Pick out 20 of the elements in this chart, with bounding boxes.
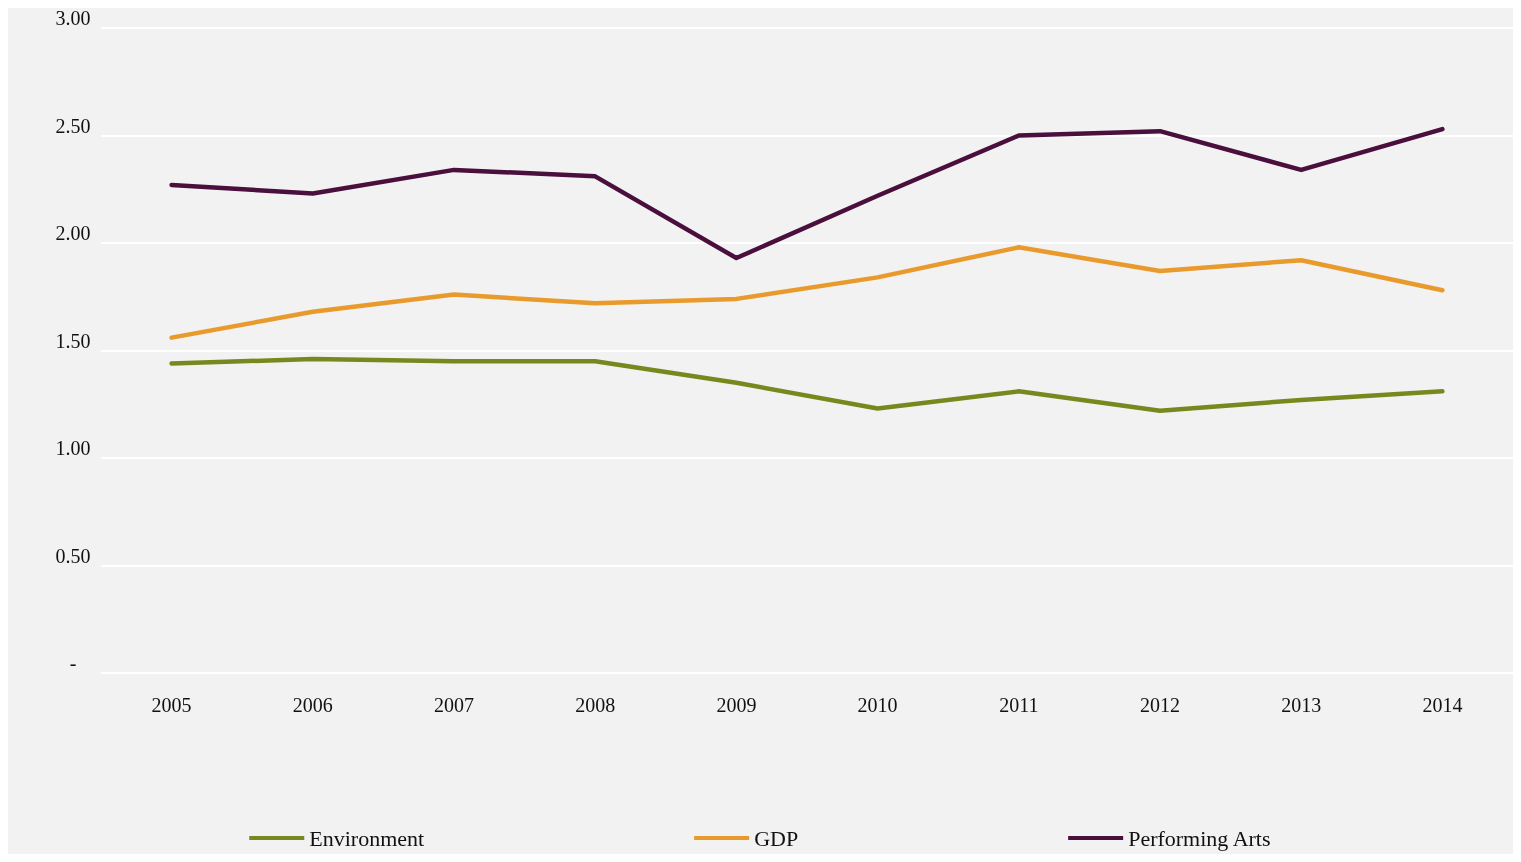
y-tick-label: 3.00	[55, 7, 91, 29]
x-tick-label: 2009	[716, 694, 757, 716]
legend-label: Environment	[309, 825, 425, 851]
x-tick-label: 2006	[292, 694, 333, 716]
legend-label: GDP	[754, 825, 799, 851]
x-tick-label: 2007	[434, 694, 474, 716]
y-tick-label: 1.00	[55, 437, 91, 459]
x-tick-label: 2014	[1422, 694, 1463, 716]
x-tick-label: 2012	[1140, 694, 1180, 716]
y-tick-label: 1.50	[55, 329, 91, 352]
x-tick-label: 2008	[575, 694, 616, 716]
y-tick-label: 0.50	[55, 544, 91, 567]
y-tick-label: 2.00	[55, 222, 91, 244]
x-tick-label: 2005	[151, 694, 192, 716]
y-tick-label: 2.50	[55, 114, 91, 137]
x-tick-label: 2013	[1281, 694, 1322, 716]
x-tick-label: 2011	[999, 694, 1039, 716]
y-tick-label: -	[69, 652, 77, 674]
legend-label: Performing Arts	[1128, 825, 1271, 851]
x-tick-label: 2010	[857, 694, 898, 716]
